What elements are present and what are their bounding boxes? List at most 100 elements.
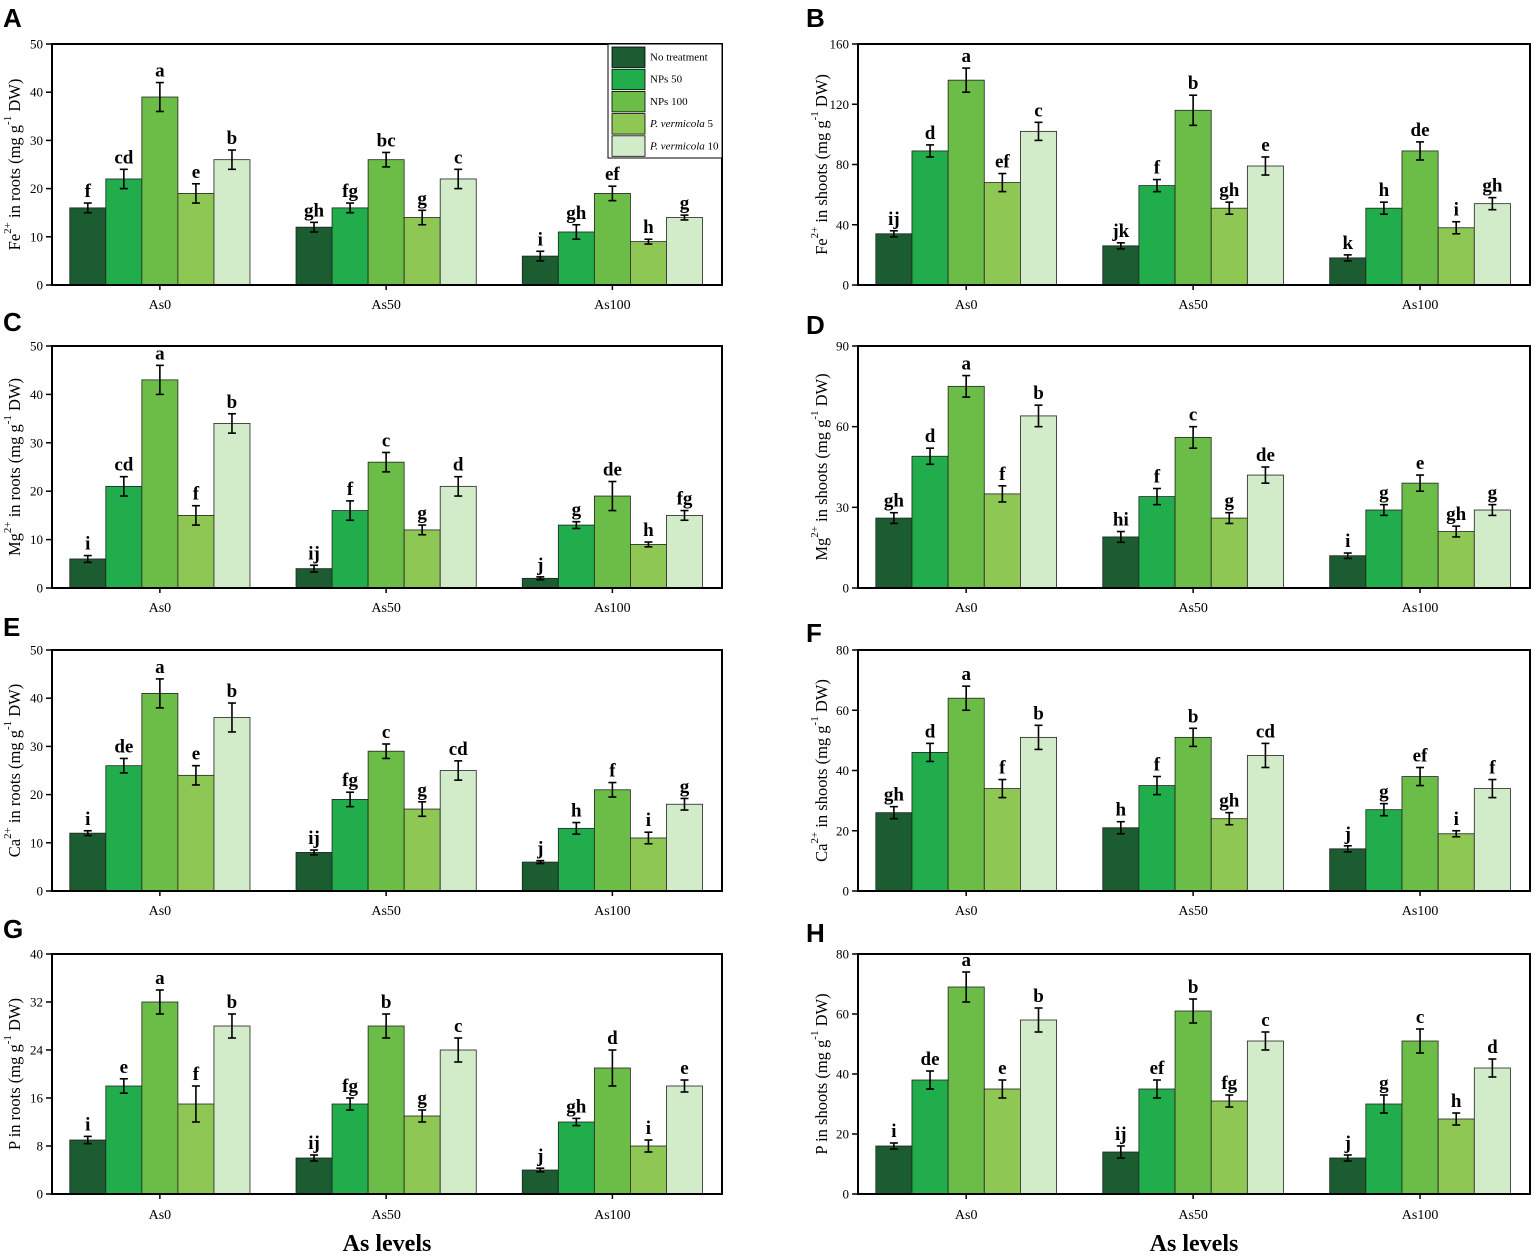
category-label: As100 (1402, 298, 1439, 313)
bar (1102, 827, 1140, 892)
significance-letter: g (1379, 782, 1389, 803)
category-label: As100 (594, 1208, 631, 1223)
panel-a: A 0 10 20 30 40 50 Fe2+ in roots (mg g-1 DW) As0… (2, 3, 723, 313)
panel-letter: H (806, 918, 825, 948)
legend-label: No treatment (650, 52, 708, 64)
bar (1174, 1010, 1212, 1195)
y-tick-label: 0 (843, 1187, 850, 1202)
significance-letter: i (646, 810, 651, 831)
y-tick-label: 10 (30, 532, 43, 547)
bar (983, 493, 1021, 589)
bar (1329, 555, 1367, 589)
panel-letter: F (806, 618, 822, 648)
significance-letter: b (227, 128, 238, 149)
y-axis-label-superscript: 2+ (809, 526, 821, 538)
bar (213, 717, 251, 892)
y-axis-label-superscript: 2+ (2, 521, 14, 533)
x-axis-label: As levels (343, 1231, 432, 1256)
bar (947, 385, 985, 589)
bar (1020, 736, 1057, 892)
y-axis-label-part: DW) (5, 378, 24, 415)
significance-letter: ef (995, 152, 1010, 173)
bar (1174, 109, 1212, 286)
legend-label: NPs 100 (650, 96, 688, 108)
y-axis-label-part: DW) (812, 373, 831, 410)
significance-letter: f (347, 479, 354, 500)
panel-letter: C (3, 307, 22, 337)
significance-letter: jk (1111, 221, 1129, 242)
bar (1246, 1040, 1284, 1195)
significance-letter: ef (605, 164, 620, 185)
category-label: As0 (955, 904, 978, 919)
bar (947, 697, 985, 892)
bar (1329, 1157, 1367, 1195)
bar (439, 178, 477, 286)
bar (105, 765, 143, 892)
bar (947, 986, 985, 1195)
bar (439, 1049, 477, 1195)
plot-frame (857, 345, 1531, 589)
bar (1174, 437, 1212, 589)
plot-frame (857, 43, 1531, 286)
bar (1020, 130, 1057, 286)
bar (1473, 509, 1511, 589)
y-tick-label: 50 (30, 339, 43, 354)
significance-letter: gh (1219, 791, 1240, 812)
significance-letter: c (382, 430, 390, 451)
significance-letter: d (925, 123, 936, 144)
category-label: As100 (594, 904, 631, 919)
bar (69, 832, 107, 892)
y-axis-label-superscript: -1 (809, 111, 821, 120)
y-axis-label-superscript: -1 (2, 116, 14, 125)
bar (213, 423, 251, 589)
bar (593, 789, 631, 892)
y-axis-label-superscript: -1 (2, 415, 14, 424)
y-tick-label: 0 (843, 884, 850, 899)
significance-letter: ij (308, 543, 320, 564)
y-tick-label: 60 (836, 419, 849, 434)
bar (331, 799, 369, 892)
y-axis-label-part: Ca (812, 843, 831, 862)
significance-letter: c (382, 722, 390, 743)
panel-d: D 0 30 60 90 Mg2+ in shoots (mg g-1 DW) As0 gh d… (806, 310, 1531, 616)
bar (1365, 207, 1403, 286)
significance-letter: b (1188, 73, 1199, 94)
significance-letter: h (1379, 180, 1390, 201)
bar (141, 96, 179, 286)
significance-letter: fg (677, 489, 693, 510)
bar (875, 233, 913, 286)
category-label: As50 (1178, 1208, 1208, 1223)
bar (557, 524, 595, 589)
bar (367, 750, 405, 892)
y-tick-label: 20 (836, 823, 849, 838)
y-tick-label: 0 (843, 278, 850, 293)
bar (177, 193, 215, 286)
significance-letter: j (536, 555, 543, 576)
y-axis-label-superscript: -1 (2, 1035, 14, 1044)
bar (983, 1088, 1021, 1195)
bar (1102, 1151, 1140, 1195)
y-tick-label: 30 (30, 133, 43, 148)
significance-letter: h (1116, 800, 1127, 821)
bar (1365, 509, 1403, 589)
significance-letter: i (538, 229, 543, 250)
significance-letter: b (1033, 703, 1044, 724)
bar (911, 1079, 949, 1195)
significance-letter: c (1034, 100, 1042, 121)
y-axis-label-part: Fe (812, 238, 831, 255)
significance-letter: b (381, 992, 392, 1013)
y-tick-label: 80 (836, 947, 849, 962)
y-tick-label: 40 (836, 1067, 849, 1082)
bar (105, 178, 143, 286)
bar (593, 1067, 631, 1195)
significance-letter: f (85, 181, 92, 202)
y-axis-label-part: in roots (mg g (5, 424, 24, 521)
bar (521, 1169, 559, 1195)
significance-letter: cd (1256, 721, 1275, 742)
significance-letter: f (999, 758, 1006, 779)
bar (1102, 536, 1140, 589)
bar (439, 485, 477, 589)
bar (141, 692, 179, 892)
significance-letter: i (1454, 809, 1459, 830)
y-axis-label-part: Fe (5, 234, 24, 251)
